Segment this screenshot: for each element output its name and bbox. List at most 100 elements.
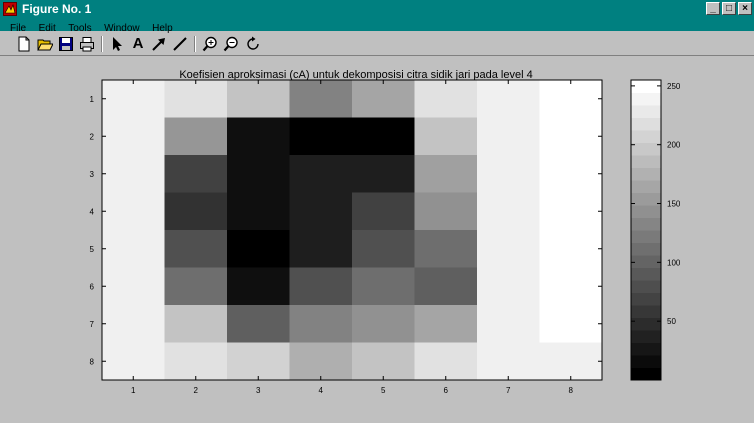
save-icon[interactable] [58, 36, 74, 52]
colorbar-band [631, 368, 661, 381]
heatmap-cell [102, 80, 165, 118]
colorbar-band [631, 80, 661, 93]
window-title-bar[interactable]: Figure No. 1 _ □ × [0, 0, 754, 18]
colorbar-band [631, 255, 661, 268]
heatmap-cell [165, 80, 228, 118]
heatmap-cell [352, 80, 415, 118]
window-title: Figure No. 1 [22, 2, 91, 16]
heatmap-cell [290, 155, 353, 193]
y-tick-label: 1 [90, 95, 95, 104]
y-tick-label: 6 [90, 282, 95, 291]
heatmap-cells [102, 80, 603, 381]
text-tool-icon[interactable]: A [130, 36, 146, 52]
heatmap-cell [102, 230, 165, 268]
menu-bar: File Edit Tools Window Help [0, 18, 754, 31]
heatmap-cell [165, 155, 228, 193]
print-icon[interactable] [79, 36, 95, 52]
heatmap-cell [540, 193, 603, 231]
x-tick-label: 7 [506, 386, 511, 395]
new-figure-icon[interactable] [16, 36, 32, 52]
maximize-button[interactable]: □ [722, 2, 736, 15]
heatmap-cell [352, 118, 415, 156]
heatmap-cell [290, 193, 353, 231]
heatmap-cell [165, 230, 228, 268]
heatmap-cell [227, 155, 290, 193]
colorbar-tick-label: 250 [667, 82, 681, 91]
heatmap-cell [290, 118, 353, 156]
y-tick-label: 2 [90, 132, 95, 141]
colorbar-tick-label: 200 [667, 141, 681, 150]
heatmap-cell [352, 155, 415, 193]
colorbar-band [631, 143, 661, 156]
heatmap-cell [415, 268, 478, 306]
x-tick-label: 4 [319, 386, 324, 395]
x-tick-label: 2 [194, 386, 199, 395]
colorbar-band [631, 355, 661, 368]
heatmap-cell [227, 343, 290, 381]
colorbar-band [631, 318, 661, 331]
colorbar-band [631, 343, 661, 356]
heatmap-cell [102, 155, 165, 193]
heatmap-cell [540, 118, 603, 156]
heatmap-cell [415, 343, 478, 381]
toolbar-separator [101, 36, 103, 52]
heatmap-cell [540, 230, 603, 268]
heatmap-cell [102, 305, 165, 343]
heatmap-cell [227, 268, 290, 306]
colorbar-band [631, 330, 661, 343]
toolbar-separator [194, 36, 196, 52]
zoom-in-icon[interactable] [202, 36, 218, 52]
heatmap-cell [477, 193, 540, 231]
arrow-tool-icon[interactable] [151, 36, 167, 52]
x-tick-label: 8 [569, 386, 574, 395]
y-tick-label: 5 [90, 245, 95, 254]
open-file-icon[interactable] [37, 36, 53, 52]
heatmap-cell [352, 305, 415, 343]
heatmap-cell [227, 305, 290, 343]
heatmap-cell [290, 343, 353, 381]
colorbar-band [631, 155, 661, 168]
heatmap-cell [165, 118, 228, 156]
heatmap-cell [415, 118, 478, 156]
heatmap-cell [477, 305, 540, 343]
heatmap-cell [352, 193, 415, 231]
colorbar-band [631, 105, 661, 118]
heatmap-figure: Koefisien aproksimasi (cA) untuk dekompo… [0, 56, 754, 418]
colorbar-tick-label: 100 [667, 258, 681, 267]
colorbar-band [631, 193, 661, 206]
heatmap-cell [477, 343, 540, 381]
rotate-3d-icon[interactable] [245, 36, 261, 52]
close-button[interactable]: × [738, 2, 752, 15]
heatmap-cell [477, 118, 540, 156]
colorbar-band [631, 293, 661, 306]
heatmap-cell [290, 230, 353, 268]
matlab-logo-icon [3, 2, 17, 16]
zoom-out-icon[interactable] [223, 36, 239, 52]
heatmap-cell [352, 230, 415, 268]
heatmap-cell [540, 155, 603, 193]
colorbar-band [631, 305, 661, 318]
heatmap-cell [102, 268, 165, 306]
heatmap-cell [415, 230, 478, 268]
x-tick-label: 1 [131, 386, 136, 395]
line-tool-icon[interactable] [172, 36, 188, 52]
heatmap-cell [540, 343, 603, 381]
x-tick-label: 6 [444, 386, 449, 395]
heatmap-cell [165, 193, 228, 231]
minimize-button[interactable]: _ [706, 2, 720, 15]
x-tick-label: 3 [256, 386, 261, 395]
select-arrow-icon[interactable] [109, 36, 125, 52]
colorbar-band [631, 280, 661, 293]
colorbar-band [631, 118, 661, 131]
heatmap-cell [540, 268, 603, 306]
heatmap-cell [290, 305, 353, 343]
heatmap-cell [290, 268, 353, 306]
colorbar-band [631, 268, 661, 281]
heatmap-cell [415, 193, 478, 231]
y-tick-label: 8 [90, 357, 95, 366]
y-tick-label: 7 [90, 320, 95, 329]
x-tick-label: 5 [381, 386, 386, 395]
heatmap-cell [477, 230, 540, 268]
heatmap-cell [415, 80, 478, 118]
heatmap-cell [477, 80, 540, 118]
